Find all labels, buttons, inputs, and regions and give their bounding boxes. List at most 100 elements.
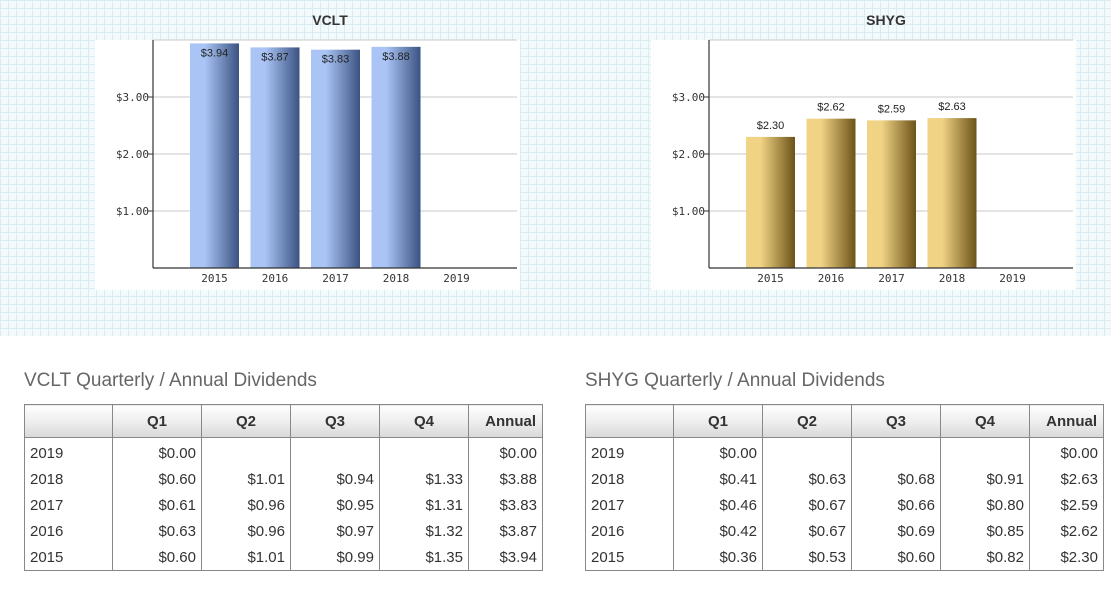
year-cell: 2019 <box>24 437 113 466</box>
bar-2017 <box>867 120 916 269</box>
bar-2018 <box>927 118 977 268</box>
dividend-cell: $3.88 <box>468 466 543 492</box>
header-cell-q3: Q3 <box>851 404 941 438</box>
table-row: 2018 $0.41 $0.63 $0.68 $0.91 $2.63 <box>585 466 1104 492</box>
table-header-row: Q1 Q2 Q3 Q4 Annual <box>585 404 1104 438</box>
header-cell-blank <box>585 404 674 438</box>
dividend-cell: $0.67 <box>762 492 852 518</box>
dividend-cell: $1.32 <box>379 518 469 544</box>
bar-value-label: $3.94 <box>201 47 229 59</box>
year-cell: 2016 <box>24 518 113 544</box>
y-tick-label: $1.00 <box>116 205 149 218</box>
dividend-cell <box>379 437 469 466</box>
table-row: 2015 $0.60 $1.01 $0.99 $1.35 $3.94 <box>24 544 543 571</box>
dividend-cell: $1.35 <box>379 544 469 571</box>
header-cell-q1: Q1 <box>112 404 202 438</box>
dividend-cell: $0.00 <box>673 437 763 466</box>
header-cell-annual: Annual <box>1029 404 1104 438</box>
bar-value-label: $3.88 <box>382 51 410 63</box>
dividend-cell <box>201 437 291 466</box>
header-cell-q3: Q3 <box>290 404 380 438</box>
year-cell: 2019 <box>585 437 674 466</box>
dividend-cell: $0.61 <box>112 492 202 518</box>
x-tick-label: 2019 <box>443 272 470 285</box>
dividend-cell: $0.85 <box>940 518 1030 544</box>
dividend-cell: $0.36 <box>673 544 763 571</box>
table-row: 2019 $0.00 $0.00 <box>585 437 1104 466</box>
dividend-cell: $0.95 <box>290 492 380 518</box>
bar-value-label: $3.83 <box>322 54 350 66</box>
header-cell-annual: Annual <box>468 404 543 438</box>
year-cell: 2016 <box>585 518 674 544</box>
dividend-cell: $0.46 <box>673 492 763 518</box>
dividend-cell: $0.63 <box>762 466 852 492</box>
dividend-cell: $1.31 <box>379 492 469 518</box>
year-cell: 2017 <box>24 492 113 518</box>
dividend-cell: $0.00 <box>1029 437 1104 466</box>
dividend-cell: $0.68 <box>851 466 941 492</box>
vclt-dividends-table: Q1 Q2 Q3 Q4 Annual 2019 $0.00 $0.00 2018 $0.60 $1… <box>24 404 543 571</box>
x-tick-label: 2016 <box>818 272 845 285</box>
dividend-cell: $0.60 <box>851 544 941 571</box>
dividend-cell: $0.41 <box>673 466 763 492</box>
dividend-cell: $0.96 <box>201 492 291 518</box>
x-tick-label: 2017 <box>878 272 905 285</box>
dividend-cell: $2.62 <box>1029 518 1104 544</box>
header-cell-q1: Q1 <box>673 404 763 438</box>
x-tick-label: 2015 <box>201 272 228 285</box>
x-tick-label: 2019 <box>999 272 1026 285</box>
year-cell: 2015 <box>24 544 113 571</box>
dividend-cell: $0.00 <box>112 437 202 466</box>
bar-2018 <box>371 46 421 269</box>
dividend-cell: $0.69 <box>851 518 941 544</box>
dividend-cell: $0.99 <box>290 544 380 571</box>
dividend-cell: $0.96 <box>201 518 291 544</box>
dividend-cell <box>940 437 1030 466</box>
dividend-cell: $0.91 <box>940 466 1030 492</box>
x-tick-label: 2018 <box>383 272 410 285</box>
header-cell-q2: Q2 <box>762 404 852 438</box>
dividend-cell: $0.67 <box>762 518 852 544</box>
shyg-chart-panel: SHYG $1.00 $2.00 $3.00 $2.30 2015 $2.62 2016 $2.… <box>556 0 1076 300</box>
bar-value-label: $2.30 <box>757 120 785 132</box>
y-tick-label: $1.00 <box>672 205 705 218</box>
dividend-cell: $1.33 <box>379 466 469 492</box>
table-header-row: Q1 Q2 Q3 Q4 Annual <box>24 404 543 438</box>
bar-value-label: $2.63 <box>938 101 966 113</box>
shyg-table-title: SHYG Quarterly / Annual Dividends <box>585 370 885 391</box>
year-cell: 2018 <box>24 466 113 492</box>
dividend-cell: $3.94 <box>468 544 543 571</box>
x-tick-label: 2018 <box>939 272 966 285</box>
dividend-cell: $0.97 <box>290 518 380 544</box>
dividend-cell: $1.01 <box>201 466 291 492</box>
shyg-dividends-table: Q1 Q2 Q3 Q4 Annual 2019 $0.00 $0.00 2018 $0.41 $0… <box>585 404 1104 571</box>
table-row: 2017 $0.61 $0.96 $0.95 $1.31 $3.83 <box>24 492 543 518</box>
y-tick-label: $3.00 <box>672 91 705 104</box>
shyg-dividend-chart: SHYG $1.00 $2.00 $3.00 $2.30 2015 $2.62 2016 $2.… <box>651 12 1076 290</box>
x-tick-label: 2017 <box>322 272 349 285</box>
dividend-cell: $0.53 <box>762 544 852 571</box>
header-cell-q4: Q4 <box>379 404 469 438</box>
dividend-cell: $0.00 <box>468 437 543 466</box>
chart-title: VCLT <box>312 12 348 28</box>
x-tick-label: 2015 <box>757 272 784 285</box>
bar-2016 <box>250 47 300 268</box>
dividend-cell: $2.63 <box>1029 466 1104 492</box>
table-row: 2016 $0.63 $0.96 $0.97 $1.32 $3.87 <box>24 518 543 544</box>
bar-value-label: $2.62 <box>817 102 845 114</box>
dividend-cell: $2.30 <box>1029 544 1104 571</box>
bar-value-label: $2.59 <box>878 103 906 115</box>
x-tick-label: 2016 <box>262 272 289 285</box>
y-tick-label: $3.00 <box>116 91 149 104</box>
bar-2017 <box>311 49 360 268</box>
chart-background <box>95 40 520 290</box>
dividend-cell: $0.60 <box>112 544 202 571</box>
vclt-chart-panel: VCLT $1.00 $2.00 $3.00 $3.94 2015 $3.87 2016 $3.… <box>0 0 520 300</box>
dividend-cell <box>762 437 852 466</box>
dividend-cell: $3.83 <box>468 492 543 518</box>
dividend-cell: $1.01 <box>201 544 291 571</box>
chart-band: VCLT $1.00 $2.00 $3.00 $3.94 2015 $3.87 2016 $3.… <box>0 0 1111 336</box>
dividend-cell: $0.42 <box>673 518 763 544</box>
header-cell-q2: Q2 <box>201 404 291 438</box>
dividend-cell: $0.94 <box>290 466 380 492</box>
